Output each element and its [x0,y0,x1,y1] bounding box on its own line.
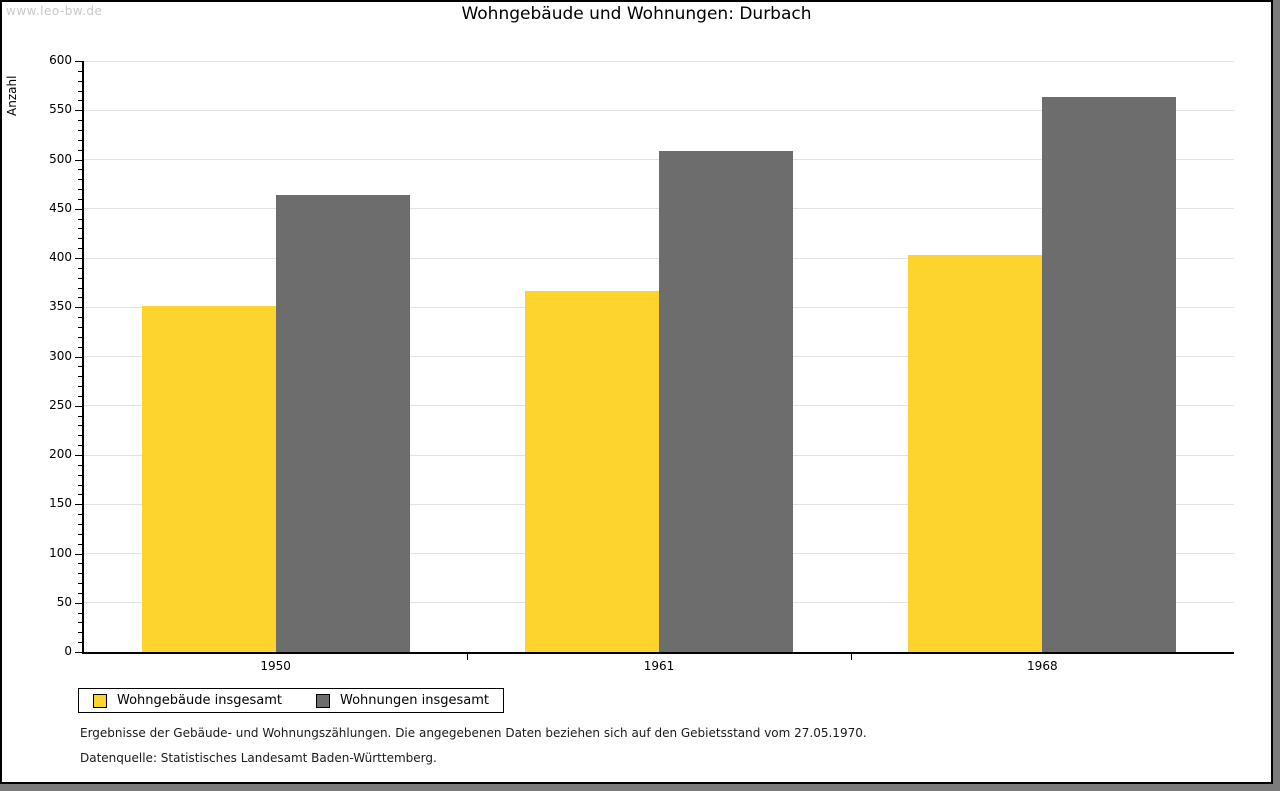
y-tick-minor [78,100,82,102]
y-tick-minor [78,120,82,122]
plot-area: 0 50 100 150 200 250 300 350 400 450 500 550 600 1950… [49,53,1234,673]
gridline-550 [84,109,1234,111]
footer-note: Ergebnisse der Gebäude- und Wohnungszähl… [80,726,867,740]
y-tick-label-100: 100 [49,545,72,560]
watermark: www.leo-bw.de [6,4,103,18]
y-tick-minor [78,169,82,171]
y-tick-minor [78,514,82,516]
y-tick-minor [78,563,82,565]
bar-1950-wohngebaeude [141,306,276,652]
y-tick-minor [78,248,82,250]
y-tick-label-150: 150 [49,496,72,511]
x-boundary-tick [467,652,469,660]
y-tick-minor [78,445,82,447]
x-category-label-1961: 1961 [643,659,675,673]
y-tick-label-250: 250 [49,397,72,412]
y-tick-minor [78,326,82,328]
y-tick-minor [78,543,82,545]
x-category-label-1950: 1950 [260,659,291,673]
bar-1968-wohngebaeude [908,255,1043,652]
legend: Wohngebäude insgesamt Wohnungen insgesam… [78,688,504,713]
y-tick-minor [78,642,82,644]
y-tick-minor [78,464,82,466]
y-tick-minor [78,336,82,338]
y-tick-minor [78,346,82,348]
y-tick-minor [78,632,82,634]
y-tick-label-300: 300 [49,348,72,363]
y-tick-minor [78,395,82,397]
y-tick-minor [78,317,82,319]
y-axis-label: Anzahl [5,75,19,116]
bar-1961-wohngebaeude [525,291,659,652]
y-tick-major [75,307,82,309]
bar-1961-wohnungen [659,150,793,652]
y-tick-minor [78,238,82,240]
y-tick-minor [78,149,82,151]
y-tick-minor [78,386,82,388]
y-tick-minor [78,622,82,624]
legend-swatch-wohngebaeude [93,693,107,708]
y-tick-label-500: 500 [49,151,72,166]
y-tick-label-550: 550 [49,102,72,117]
y-tick-minor [78,179,82,181]
y-tick-minor [78,366,82,368]
y-tick-major [75,652,82,653]
y-tick-minor [78,484,82,486]
y-tick-minor [78,139,82,141]
y-tick-major [75,405,82,407]
y-tick-minor [78,129,82,131]
y-tick-minor [78,533,82,535]
y-tick-minor [78,228,82,230]
y-tick-minor [78,198,82,200]
y-tick-minor [78,287,82,289]
legend-label-wohnungen: Wohnungen insgesamt [340,693,489,708]
y-tick-major [75,553,82,555]
y-tick-minor [78,80,82,82]
y-tick-minor [78,189,82,191]
y-tick-minor [78,277,82,279]
y-tick-minor [78,376,82,378]
y-tick-minor [78,425,82,427]
y-tick-label-50: 50 [56,594,72,609]
y-tick-major [75,61,82,62]
y-tick-major [75,208,82,210]
y-tick-major [75,504,82,506]
y-tick-minor [78,583,82,585]
y-tick-major [75,602,82,604]
gridline-600 [84,60,1234,62]
y-tick-minor [78,474,82,476]
y-tick-major [75,110,82,112]
y-tick-minor [78,218,82,220]
chart-title: Wohngebäude und Wohnungen: Durbach [461,4,812,24]
bar-1950-wohnungen [275,194,410,652]
legend-swatch-wohnungen [316,693,330,708]
y-tick-label-600: 600 [49,53,72,67]
bar-1968-wohnungen [1042,97,1177,652]
y-tick-minor [78,523,82,525]
y-tick-minor [78,573,82,575]
y-tick-minor [78,612,82,614]
y-tick-label-400: 400 [49,250,72,264]
y-tick-major [75,258,82,259]
y-tick-label-450: 450 [49,200,72,215]
y-tick-minor [78,297,82,299]
y-tick-minor [78,70,82,72]
legend-label-wohngebaeude: Wohngebäude insgesamt [117,693,282,708]
y-tick-label-0: 0 [64,644,72,658]
x-boundary-tick [850,652,852,660]
y-tick-major [75,159,82,161]
y-tick-minor [78,592,82,594]
y-tick-minor [78,90,82,92]
y-tick-major [75,356,82,358]
y-tick-label-200: 200 [49,447,72,461]
y-tick-minor [78,415,82,417]
y-tick-minor [78,267,82,269]
y-tick-major [75,455,82,456]
footer-source: Datenquelle: Statistisches Landesamt Bad… [80,751,437,765]
y-tick-minor [78,494,82,496]
x-category-label-1968: 1968 [1027,659,1058,673]
y-tick-label-350: 350 [49,299,72,314]
y-tick-minor [78,435,82,437]
